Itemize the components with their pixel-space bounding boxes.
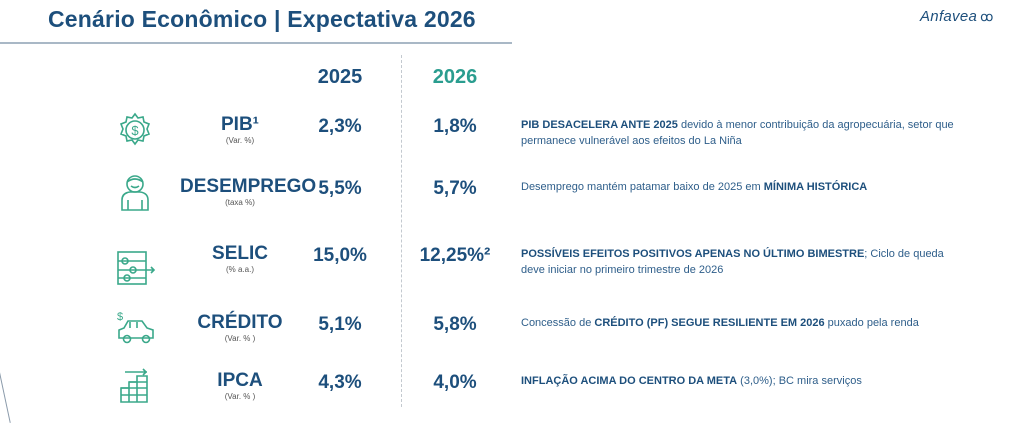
- indicator-label: IPCA (Var. % ): [180, 370, 300, 401]
- indicator-description: Desemprego mantém patamar baixo de 2025 …: [521, 179, 961, 195]
- description-highlight: INFLAÇÃO ACIMA DO CENTRO DA META: [521, 375, 738, 387]
- indicator-label: CRÉDITO (Var. % ): [180, 312, 300, 343]
- indicator-description: POSSÍVEIS EFEITOS POSITIVOS APENAS NO ÚL…: [521, 246, 961, 278]
- value-2025: 4,3%: [318, 372, 362, 393]
- value-2025: 5,1%: [318, 314, 362, 335]
- indicator-row: $ CRÉDITO (Var. % ) 5,1% 5,8% Concessão de CR…: [0, 311, 1024, 362]
- value-2026: 12,25%²: [419, 245, 491, 266]
- column-header-2026: 2026: [432, 66, 478, 88]
- indicator-row: DESEMPREGO (taxa %) 5,5% 5,7% Desemprego man…: [0, 175, 1024, 226]
- indicator-label: DESEMPREGO (taxa %): [180, 176, 317, 207]
- indicator-description: PIB DESACELERA ANTE 2025 devido à menor …: [521, 117, 961, 149]
- indicator-unit: (Var. % ): [224, 392, 256, 401]
- value-2025: 5,5%: [318, 178, 362, 199]
- description-highlight: CRÉDITO (PF) SEGUE RESILIENTE EM 2026: [594, 317, 825, 329]
- description-text: (3,0%); BC mira serviços: [737, 375, 862, 387]
- logo-text: Anfavea: [920, 8, 978, 25]
- description-highlight: PIB DESACELERA ANTE 2025: [521, 119, 678, 131]
- gear-dollar-icon: $: [113, 110, 157, 150]
- column-divider: [401, 55, 402, 407]
- svg-text:$: $: [117, 311, 123, 323]
- indicator-description: Concessão de CRÉDITO (PF) SEGUE RESILIEN…: [521, 315, 961, 331]
- indicator-name: SELIC: [212, 243, 268, 264]
- logo-mark-icon: ꝏ: [980, 9, 994, 24]
- indicator-unit: (Var. % ): [224, 334, 256, 343]
- page-title: Cenário Econômico | Expectativa 2026: [48, 6, 476, 32]
- indicator-name: PIB¹: [221, 114, 259, 135]
- value-2026: 4,0%: [433, 372, 477, 393]
- indicator-row: SELIC (% a.a.) 15,0% 12,25%² POSSÍVEIS EFEIT…: [0, 243, 1024, 293]
- description-highlight: MÍNIMA HISTÓRICA: [763, 181, 868, 193]
- svg-text:$: $: [131, 123, 139, 138]
- title-divider: [0, 42, 512, 44]
- value-2026: 5,8%: [433, 314, 477, 335]
- value-2025: 2,3%: [318, 116, 362, 137]
- description-text: puxado pela renda: [824, 317, 919, 329]
- description-text: devido à menor contribuição da agropecuá…: [521, 119, 954, 147]
- value-2026: 1,8%: [433, 116, 477, 137]
- car-dollar-icon: $: [113, 308, 157, 348]
- value-2026: 5,7%: [433, 178, 477, 199]
- indicator-unit: (taxa %): [225, 198, 255, 207]
- indicator-description: INFLAÇÃO ACIMA DO CENTRO DA META (3,0%);…: [521, 373, 961, 389]
- indicator-unit: (% a.a.): [225, 265, 254, 274]
- indicator-unit: (Var. %): [225, 136, 255, 145]
- description-highlight: POSSÍVEIS EFEITOS POSITIVOS APENAS NO ÚL…: [521, 248, 865, 260]
- stacked-growth-icon: [113, 366, 157, 406]
- indicator-label: PIB¹ (Var. %): [180, 114, 300, 145]
- description-text: ; Ciclo de queda deve iniciar no primeir…: [521, 248, 944, 276]
- indicator-name: IPCA: [217, 370, 263, 391]
- indicator-label: SELIC (% a.a.): [180, 243, 300, 274]
- indicator-name: CRÉDITO: [197, 312, 283, 333]
- description-text: Concessão de: [521, 317, 595, 329]
- value-2025: 15,0%: [313, 245, 367, 266]
- column-header-2025: 2025: [317, 66, 363, 88]
- person-icon: [113, 172, 157, 212]
- indicator-name: DESEMPREGO: [180, 176, 317, 197]
- indicator-row: IPCA (Var. % ) 4,3% 4,0% INFLAÇÃO ACIMA DO C…: [0, 368, 1024, 420]
- abacus-icon: [113, 248, 157, 288]
- anfavea-logo: Anfavea ꝏ: [920, 8, 994, 25]
- indicator-row: $ PIB¹ (Var. %) 2,3% 1,8% PIB DESACELERA ANTE…: [0, 112, 1024, 164]
- description-text: Desemprego mantém patamar baixo de 2025 …: [521, 181, 764, 193]
